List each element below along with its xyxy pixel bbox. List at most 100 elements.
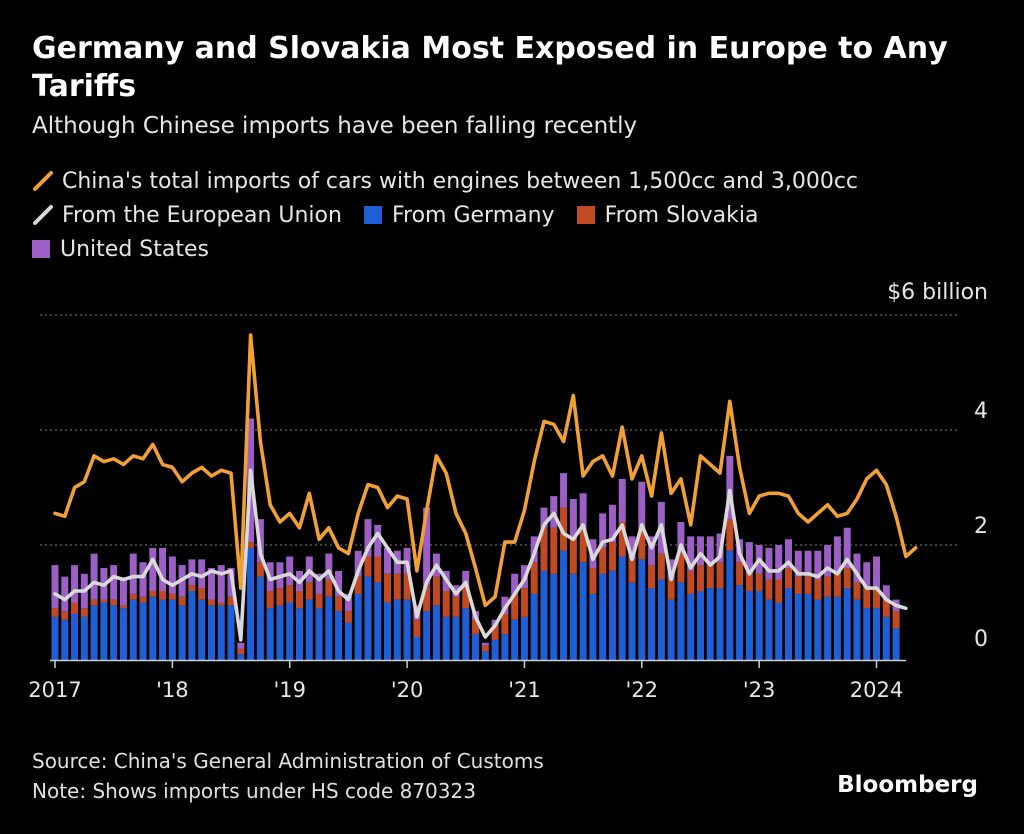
bar-germany-17	[217, 605, 225, 660]
bar-germany-69	[726, 550, 734, 660]
line-eu	[53, 468, 908, 642]
bar-slovakia-55	[589, 568, 597, 594]
bar-slovakia-79	[824, 576, 832, 597]
bar-slovakia-71	[745, 573, 753, 591]
bar-slovakia-77	[804, 576, 812, 594]
bar-us-57	[608, 504, 616, 543]
bar-slovakia-60	[638, 527, 646, 560]
bar-germany-20	[247, 547, 255, 660]
bar-germany-64	[677, 582, 685, 660]
bar-germany-3	[80, 616, 88, 660]
bar-slovakia-69	[726, 519, 734, 551]
legend-label-germany: From Germany	[391, 202, 555, 228]
bar-us-64	[677, 522, 685, 554]
bar-slovakia-11	[159, 591, 167, 600]
bar-germany-67	[706, 588, 714, 660]
bar-slovakia-10	[149, 591, 157, 597]
bar-germany-72	[755, 591, 763, 660]
bar-germany-40	[442, 616, 450, 660]
bar-germany-59	[628, 582, 636, 660]
bar-germany-85	[882, 616, 890, 660]
bar-germany-35	[393, 599, 401, 660]
bar-germany-32	[364, 576, 372, 660]
bar-slovakia-19	[237, 648, 245, 655]
bar-slovakia-7	[119, 605, 127, 609]
bar-us-71	[745, 542, 753, 574]
bar-slovakia-35	[393, 573, 401, 600]
bar-slovakia-70	[736, 562, 744, 586]
bar-slovakia-85	[882, 599, 890, 617]
bar-slovakia-28	[325, 579, 333, 597]
bar-us-76	[794, 550, 802, 577]
bar-slovakia-21	[256, 562, 264, 577]
bar-us-38	[423, 507, 431, 586]
bar-germany-54	[579, 562, 587, 660]
bar-us-78	[814, 550, 822, 580]
bar-slovakia-12	[168, 593, 176, 600]
bar-us-30	[344, 593, 352, 612]
bar-us-10	[149, 547, 157, 591]
grid-layer	[40, 314, 958, 546]
x-tick-label-0: 2017	[28, 678, 81, 702]
bar-slovakia-39	[432, 576, 440, 606]
bar-germany-77	[804, 593, 812, 660]
bar-slovakia-63	[667, 579, 675, 600]
axis-layer: $6 billion 4 2 0 2017 '18 '19 '20 '21 '22 '23 2024	[28, 280, 988, 702]
bar-germany-13	[178, 605, 186, 660]
bar-us-79	[824, 545, 832, 577]
bar-slovakia-36	[403, 573, 411, 600]
bar-slovakia-59	[628, 559, 636, 583]
bar-germany-48	[520, 616, 528, 660]
bar-germany-28	[325, 596, 333, 660]
bar-germany-86	[892, 628, 900, 660]
bar-germany-81	[843, 588, 851, 660]
bar-germany-41	[452, 616, 460, 660]
bar-us-75	[785, 539, 792, 568]
bar-slovakia-68	[716, 562, 724, 589]
bar-us-2	[71, 565, 79, 603]
bar-germany-29	[335, 611, 343, 660]
bar-slovakia-23	[276, 588, 284, 606]
chart-title: Germany and Slovakia Most Exposed in Eur…	[32, 31, 948, 104]
bar-us-17	[217, 565, 225, 603]
bar-slovakia-15	[198, 588, 206, 600]
bar-us-73	[765, 547, 773, 580]
bar-germany-45	[491, 639, 499, 660]
bar-us-28	[325, 553, 333, 580]
bar-us-59	[628, 536, 636, 560]
bar-germany-79	[824, 596, 832, 660]
y-tick-label-6: $6 billion	[887, 280, 988, 305]
bar-us-74	[775, 545, 783, 580]
bar-germany-26	[305, 599, 313, 660]
bar-germany-46	[501, 634, 509, 660]
bar-germany-42	[462, 608, 470, 660]
bar-slovakia-18	[227, 596, 235, 606]
bar-us-1	[61, 576, 69, 612]
bar-slovakia-78	[814, 579, 822, 600]
bar-germany-24	[286, 602, 294, 660]
bar-germany-39	[432, 605, 440, 660]
bar-germany-38	[423, 611, 431, 660]
bar-us-42	[462, 570, 470, 589]
bar-germany-83	[863, 608, 871, 660]
bar-slovakia-22	[266, 591, 274, 609]
bar-slovakia-50	[540, 527, 548, 571]
bar-germany-6	[110, 605, 118, 660]
bar-germany-10	[149, 596, 157, 660]
bar-germany-78	[814, 599, 822, 660]
legend-item-eu: From the European Union	[32, 203, 342, 228]
bar-us-82	[853, 553, 861, 583]
bar-slovakia-82	[853, 582, 861, 600]
bar-slovakia-26	[305, 582, 313, 600]
bar-us-53	[569, 499, 577, 540]
bar-us-11	[159, 547, 167, 591]
bar-slovakia-58	[618, 522, 626, 557]
bar-germany-7	[119, 608, 127, 660]
bar-slovakia-86	[892, 611, 900, 629]
bar-us-66	[696, 536, 704, 566]
bar-germany-82	[853, 599, 861, 660]
bar-slovakia-80	[833, 573, 841, 597]
bar-germany-51	[550, 573, 558, 660]
bar-germany-70	[736, 585, 744, 660]
bar-slovakia-84	[873, 588, 881, 609]
